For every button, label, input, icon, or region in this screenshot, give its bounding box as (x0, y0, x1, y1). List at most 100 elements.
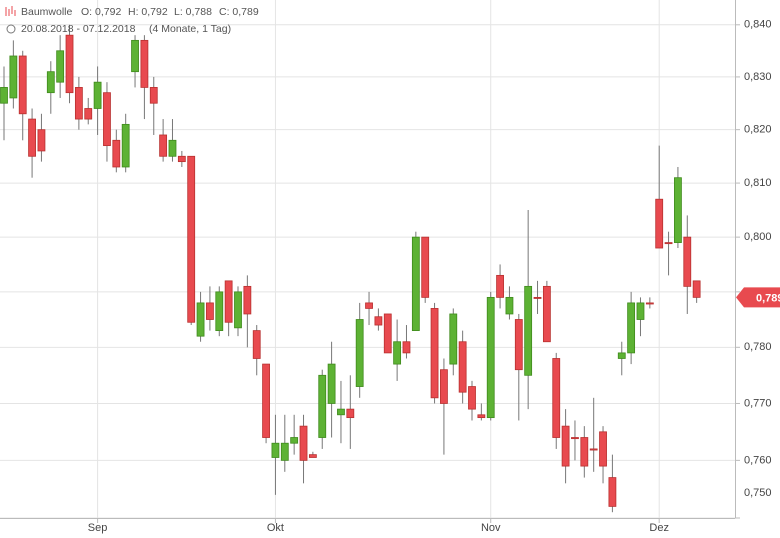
candle-body (299, 425, 308, 461)
candle-body (627, 302, 636, 354)
candle-body (645, 302, 654, 305)
candle-body (561, 425, 570, 467)
candle-body (140, 39, 149, 88)
candle-body (243, 285, 252, 315)
candle-body (65, 34, 74, 94)
candle-body (168, 139, 177, 157)
candle-body (599, 431, 607, 467)
candle-body (252, 330, 261, 359)
candle-body (458, 341, 467, 393)
x-tick-label: Sep (88, 522, 108, 534)
candle-body (103, 92, 111, 147)
y-tick-label: 0,830 (744, 71, 772, 83)
candle-body (571, 437, 579, 440)
candle-body (337, 408, 345, 416)
x-tick-label: Nov (481, 522, 501, 534)
candle-body (215, 291, 224, 332)
last-price-label: 0,789 (756, 292, 780, 304)
candle-body (149, 87, 158, 104)
candle-body (318, 374, 327, 438)
x-tick-label: Okt (267, 522, 284, 534)
candle-body (674, 177, 682, 243)
candle-body (430, 308, 439, 399)
candle-body (0, 87, 8, 104)
candle-body (589, 448, 598, 451)
candle-body (402, 341, 411, 354)
candle-body (196, 302, 205, 337)
candle-body (93, 81, 102, 109)
candle-body (56, 50, 65, 83)
candle-body (112, 139, 121, 168)
ohlc-open: O: 0,792 (81, 6, 121, 18)
date-range: 20.08.2018 - 07.12.2018 (21, 23, 136, 35)
candle-body (271, 442, 280, 458)
y-tick-label: 0,820 (744, 124, 772, 136)
candle-body (308, 454, 317, 458)
candle-body (206, 302, 214, 320)
candle-body (224, 280, 233, 323)
candle-body (552, 358, 561, 438)
candle-body (486, 296, 495, 419)
candle-body (440, 369, 448, 404)
candle-body (636, 302, 645, 320)
candle-body (187, 155, 196, 323)
candle-body (608, 477, 617, 507)
candle-body (280, 442, 289, 461)
candle-body (131, 39, 139, 73)
candle-body (580, 437, 589, 467)
candle-body (496, 274, 504, 298)
y-tick-label: 0,770 (744, 397, 772, 409)
y-tick-label: 0,800 (744, 231, 772, 243)
candle-body (514, 319, 523, 371)
candle-body (262, 363, 270, 438)
candle-body (234, 291, 242, 329)
candle-body (542, 285, 551, 343)
candle-body (449, 313, 458, 365)
candle-body (121, 123, 130, 168)
candle-body (327, 363, 336, 404)
candle-body (655, 198, 664, 249)
candle-body (533, 296, 542, 299)
y-tick-label: 0,760 (744, 454, 772, 466)
candle-body (411, 236, 420, 332)
candles (0, 24, 701, 513)
axis-labels: 0,7500,7600,7700,7800,7900,8000,8100,820… (88, 19, 780, 534)
candle-body (393, 341, 402, 365)
candle-body (290, 437, 299, 444)
candle-body (374, 316, 383, 326)
candle-body (505, 296, 514, 315)
candle-body (9, 55, 18, 99)
ohlc-close: C: 0,789 (219, 6, 259, 18)
candle-body (84, 108, 93, 120)
candle-body (46, 71, 55, 94)
candle-body (18, 55, 27, 115)
candle-body (664, 242, 673, 245)
instrument: Baumwolle (21, 6, 73, 18)
ohlc-high: H: 0,792 (128, 6, 168, 18)
candle-body (468, 386, 476, 410)
y-tick-label: 0,750 (744, 487, 772, 499)
clock-icon (6, 24, 16, 34)
y-tick-label: 0,840 (744, 19, 772, 31)
candle-body (421, 236, 430, 298)
candle-body (355, 319, 364, 387)
candle-body (365, 302, 373, 309)
candle-body (683, 236, 692, 287)
last-price-marker (736, 287, 780, 308)
candle-body (74, 87, 83, 120)
candle-body (177, 155, 186, 163)
period: (4 Monate, 1 Tag) (149, 23, 231, 35)
candle-body (692, 280, 701, 298)
candle-body (37, 129, 46, 152)
candle-body (477, 414, 486, 419)
header: Baumwolle O: 0,792 H: 0,792 L: 0,788 C: … (5, 6, 259, 35)
chart-icon (5, 6, 16, 16)
y-tick-label: 0,780 (744, 341, 772, 353)
y-tick-label: 0,810 (744, 177, 772, 189)
candle-body (617, 352, 626, 359)
candle-body (383, 313, 392, 354)
candle-body (346, 408, 355, 419)
x-tick-label: Dez (649, 522, 669, 534)
